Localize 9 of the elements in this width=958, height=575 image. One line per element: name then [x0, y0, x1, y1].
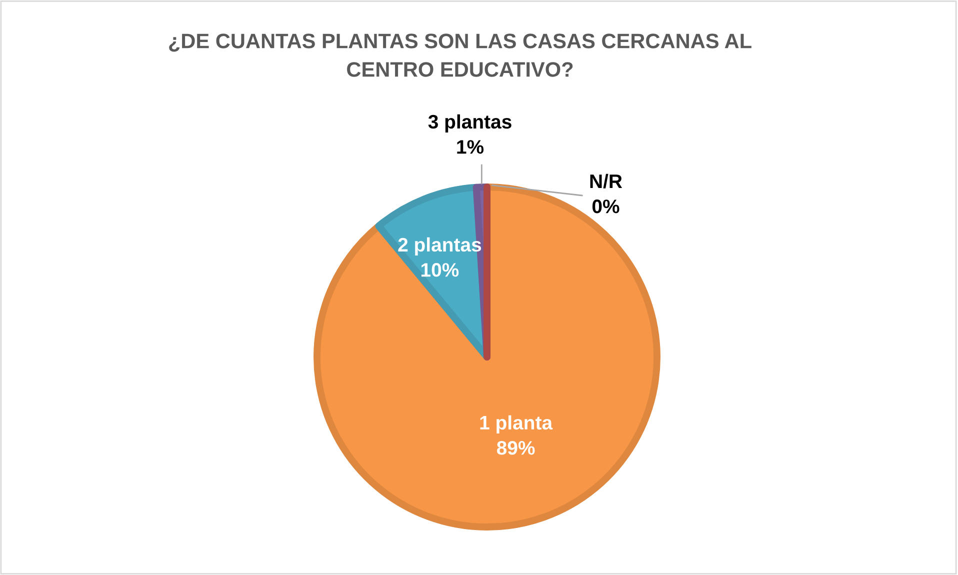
data-label: 1%: [457, 140, 484, 154]
slice-label: 1 planta: [480, 415, 553, 434]
slice-label: 2 plantas: [398, 237, 482, 256]
chart-title: ¿DE CUANTAS PLANTAS SON LAS CASAS CERCANAS AL CENTRO EDUCATIVO?: [169, 34, 752, 77]
text: 0%: [592, 200, 620, 214]
data-label: 10%: [421, 263, 459, 277]
data-label: 89%: [496, 441, 535, 455]
slice-label: 3 plantas: [428, 114, 512, 132]
legend-label: N/R: [590, 174, 622, 188]
